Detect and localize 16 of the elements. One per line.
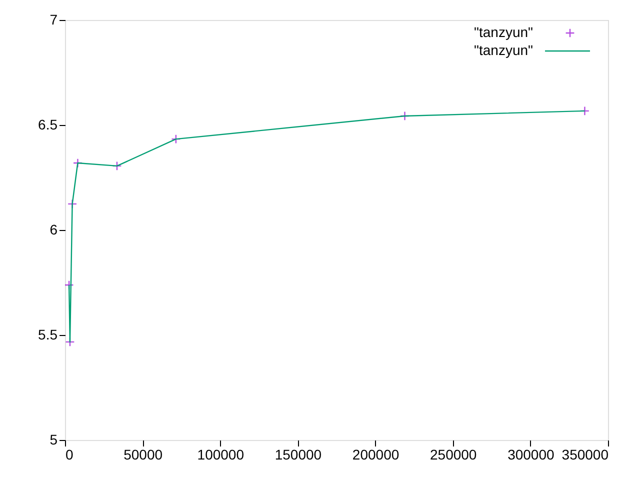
x-tick-label: 250000 — [430, 446, 477, 462]
x-tick-label: 200000 — [352, 446, 400, 462]
y-tick-label: 7 — [50, 12, 58, 28]
y-tick-label: 5.5 — [38, 326, 58, 342]
x-tick-label: 100000 — [197, 446, 244, 462]
line-series — [68, 110, 586, 343]
legend-label: "tanzyun" — [474, 42, 534, 58]
x-tick-label: 50000 — [124, 446, 163, 462]
y-tick-label: 6.5 — [38, 116, 58, 132]
x-tick-label: 150000 — [274, 446, 322, 462]
x-tick-label: 350000 — [562, 446, 609, 462]
y-tick-label: 6 — [50, 222, 58, 238]
x-tick-label: 0 — [66, 446, 74, 462]
legend-label: "tanzyun" — [474, 24, 534, 40]
x-tick-label: 300000 — [508, 446, 554, 462]
y-tick-label: 5 — [50, 432, 58, 448]
